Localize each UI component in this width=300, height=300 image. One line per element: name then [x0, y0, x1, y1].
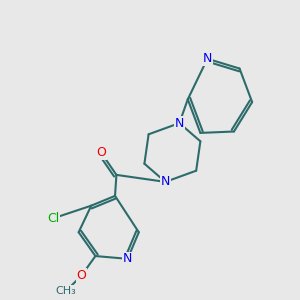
Text: N: N [123, 252, 132, 265]
Text: N: N [161, 176, 170, 188]
Text: Cl: Cl [47, 212, 60, 225]
Text: CH₃: CH₃ [56, 286, 76, 296]
Text: O: O [76, 269, 86, 282]
Text: N: N [203, 52, 212, 65]
Text: O: O [96, 146, 106, 159]
Text: N: N [175, 117, 184, 130]
